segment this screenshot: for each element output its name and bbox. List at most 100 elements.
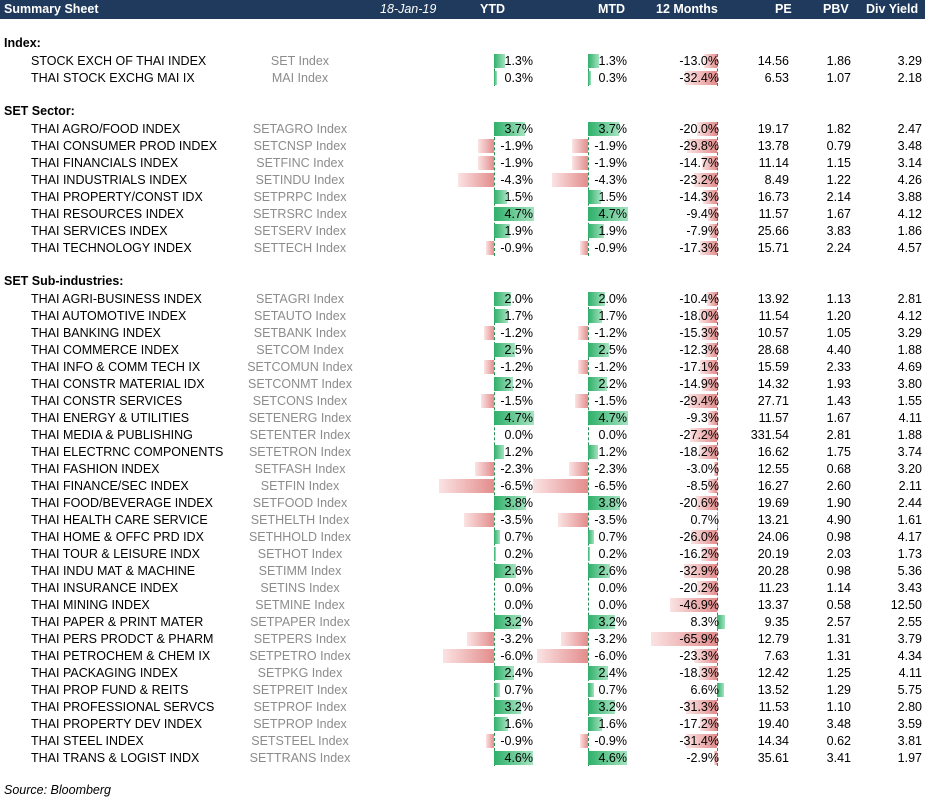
pbv-value: 1.86 xyxy=(826,54,851,68)
mtd-value: 0.7% xyxy=(598,530,628,544)
twelve-month-value: -20.2% xyxy=(679,581,719,595)
pe-value: 13.52 xyxy=(757,683,789,697)
row-name: THAI PROP FUND & REITS xyxy=(31,683,189,697)
pbv-value: 1.90 xyxy=(826,496,851,510)
pe-value: 13.78 xyxy=(757,139,789,153)
pbv-value: 0.79 xyxy=(826,139,851,153)
ytd-value: 2.6% xyxy=(504,564,534,578)
twelve-month-value: -29.4% xyxy=(679,394,719,408)
pbv-value: 2.14 xyxy=(826,190,851,204)
m12-bar xyxy=(699,666,717,680)
ytd-bar xyxy=(494,207,534,221)
row-name: THAI PROPERTY DEV INDEX xyxy=(31,717,203,731)
pbv-value: 0.98 xyxy=(826,530,851,544)
m12-bar xyxy=(714,751,717,765)
m12-bar xyxy=(702,156,717,170)
ytd-value: 2.2% xyxy=(504,377,534,391)
ytd-value: -1.2% xyxy=(500,326,533,340)
mtd-bar xyxy=(588,717,602,731)
row-ticker: SETENTER Index xyxy=(249,428,351,442)
sheet-date: 18-Jan-19 xyxy=(380,2,437,16)
mtd-value: 1.7% xyxy=(598,309,628,323)
row-name: THAI RESOURCES INDEX xyxy=(31,207,184,221)
bar-zero-axis xyxy=(717,122,718,256)
pbv-value: 2.03 xyxy=(826,547,851,561)
mtd-bar xyxy=(588,377,607,391)
table-row: STOCK EXCH OF THAI INDEX SET Index 1.3% 1.3… xyxy=(0,53,925,70)
pe-value: 13.37 xyxy=(757,598,789,612)
table-row: THAI MINING INDEX SETMINE Index 0.0% 0.0% -4… xyxy=(0,597,925,614)
ytd-bar xyxy=(475,462,494,476)
pbv-value: 1.31 xyxy=(826,632,851,646)
row-ticker: SETHELTH Index xyxy=(250,513,350,527)
mtd-value: -1.5% xyxy=(594,394,627,408)
twelve-month-value: -3.0% xyxy=(686,462,719,476)
pbv-value: 1.31 xyxy=(826,649,851,663)
pbv-value: 1.29 xyxy=(826,683,851,697)
mtd-value: 0.7% xyxy=(598,683,628,697)
row-ticker: SETCONMT Index xyxy=(248,377,352,391)
mtd-value: 2.5% xyxy=(598,343,628,357)
pe-value: 7.63 xyxy=(764,649,789,663)
mtd-value: -6.0% xyxy=(594,649,627,663)
ytd-value: -3.2% xyxy=(500,632,533,646)
mtd-bar xyxy=(533,479,588,493)
twelve-month-value: -2.9% xyxy=(686,751,719,765)
div-yield-value: 3.74 xyxy=(897,445,922,459)
table-row: THAI PAPER & PRINT MATER SETPAPER Index 3.… xyxy=(0,614,925,631)
row-name: THAI PACKAGING INDEX xyxy=(31,666,179,680)
ytd-value: 3.8% xyxy=(504,496,534,510)
m12-bar xyxy=(699,445,717,459)
mtd-value: -2.3% xyxy=(594,462,627,476)
pe-value: 13.92 xyxy=(757,292,789,306)
table-row: THAI AGRO/FOOD INDEX SETAGRO Index 3.7% 3.7… xyxy=(0,121,925,138)
mtd-value: 2.4% xyxy=(598,666,628,680)
mtd-value: -1.2% xyxy=(594,360,627,374)
mtd-bar xyxy=(588,530,594,544)
div-yield-value: 3.20 xyxy=(897,462,922,476)
row-name: THAI PERS PRODCT & PHARM xyxy=(31,632,214,646)
row-ticker: SETSTEEL Index xyxy=(251,734,349,748)
ytd-bar xyxy=(486,734,494,748)
table-row: THAI CONSTR MATERIAL IDX SETCONMT Index 2.… xyxy=(0,376,925,393)
twelve-month-value: -12.3% xyxy=(679,343,719,357)
div-yield-value: 3.88 xyxy=(897,190,922,204)
div-yield-value: 3.80 xyxy=(897,377,922,391)
pe-value: 35.61 xyxy=(757,751,789,765)
ytd-bar xyxy=(484,360,494,374)
pbv-value: 0.62 xyxy=(826,734,851,748)
ytd-value: 4.7% xyxy=(504,411,534,425)
row-name: THAI PROPERTY/CONST IDX xyxy=(31,190,203,204)
div-yield-value: 3.81 xyxy=(897,734,922,748)
mtd-value: 1.2% xyxy=(598,445,628,459)
mtd-bar xyxy=(588,615,615,629)
ytd-value: 3.2% xyxy=(504,615,534,629)
table-row: THAI TECHNOLOGY INDEX SETTECH Index -0.9% -… xyxy=(0,240,925,257)
pbv-value: 1.43 xyxy=(826,394,851,408)
mtd-value: 3.7% xyxy=(598,122,628,136)
ytd-value: 3.7% xyxy=(504,122,534,136)
row-name: THAI MINING INDEX xyxy=(31,598,150,612)
row-ticker: SETBANK Index xyxy=(253,326,347,340)
section-title: Index: xyxy=(4,36,41,50)
div-yield-value: 2.44 xyxy=(897,496,922,510)
row-ticker: SETSERV Index xyxy=(253,224,347,238)
pe-value: 19.17 xyxy=(757,122,789,136)
ytd-bar xyxy=(494,547,496,561)
ytd-value: 0.0% xyxy=(504,428,534,442)
ytd-value: 0.3% xyxy=(504,71,534,85)
section-title: SET Sub-industries: xyxy=(4,274,124,288)
ytd-bar xyxy=(494,343,515,357)
row-ticker: SET Index xyxy=(270,54,330,68)
pe-value: 20.19 xyxy=(757,547,789,561)
row-ticker: SETINS Index xyxy=(260,581,340,595)
pbv-value: 2.24 xyxy=(826,241,851,255)
mtd-bar xyxy=(588,224,604,238)
table-row: THAI STOCK EXCHG MAI IX MAI Index 0.3% 0.3%… xyxy=(0,70,925,87)
mtd-value: 0.2% xyxy=(598,547,628,561)
div-yield-value: 4.11 xyxy=(898,411,922,425)
mtd-bar xyxy=(588,343,609,357)
ytd-value: 0.7% xyxy=(504,530,534,544)
pbv-value: 1.15 xyxy=(826,156,851,170)
ytd-value: 4.7% xyxy=(504,207,534,221)
